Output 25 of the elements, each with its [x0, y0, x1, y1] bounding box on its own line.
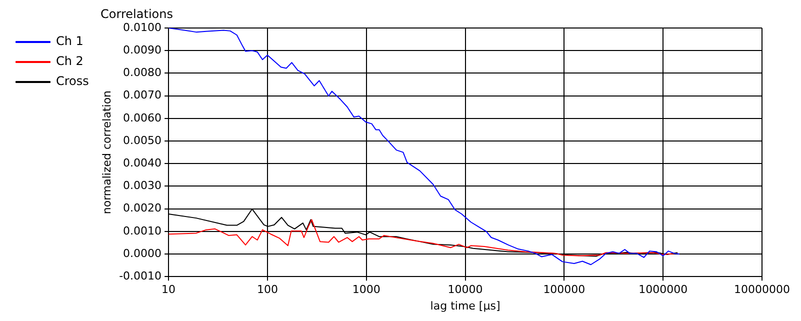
- chart-title: Correlations: [100, 7, 173, 22]
- x-tick-label: 100000: [543, 283, 586, 296]
- x-tick-label: 10000: [448, 283, 483, 296]
- y-tick-label: 0.0100: [123, 20, 162, 34]
- x-axis-title: lag time [µs]: [430, 299, 500, 312]
- y-axis-title: normalized correlation: [100, 90, 114, 214]
- y-tick-label: 0.0030: [123, 179, 162, 192]
- legend-label: Cross: [56, 74, 89, 88]
- y-tick-label: 0.0060: [123, 111, 162, 124]
- y-tick-label: 0.0070: [123, 88, 162, 102]
- y-tick-label: 0.0000: [123, 246, 162, 260]
- y-tick-label: 0.0080: [123, 66, 162, 80]
- x-tick-label: 10000000: [734, 283, 790, 296]
- x-tick-label: 1000000: [638, 283, 688, 296]
- y-tick-label: 0.0040: [123, 156, 162, 170]
- y-tick-label: 0.0090: [123, 43, 162, 56]
- x-tick-label: 10: [162, 283, 176, 296]
- x-tick-label: 100: [256, 283, 278, 296]
- legend-label: Ch 1: [56, 34, 84, 48]
- x-tick-label: 1000: [352, 283, 380, 296]
- y-tick-label: -0.0010: [119, 269, 162, 282]
- y-tick-label: 0.0020: [123, 202, 162, 215]
- legend-label: Ch 2: [56, 54, 84, 68]
- y-tick-label: 0.0050: [123, 134, 162, 147]
- y-tick-label: 0.0010: [123, 224, 162, 238]
